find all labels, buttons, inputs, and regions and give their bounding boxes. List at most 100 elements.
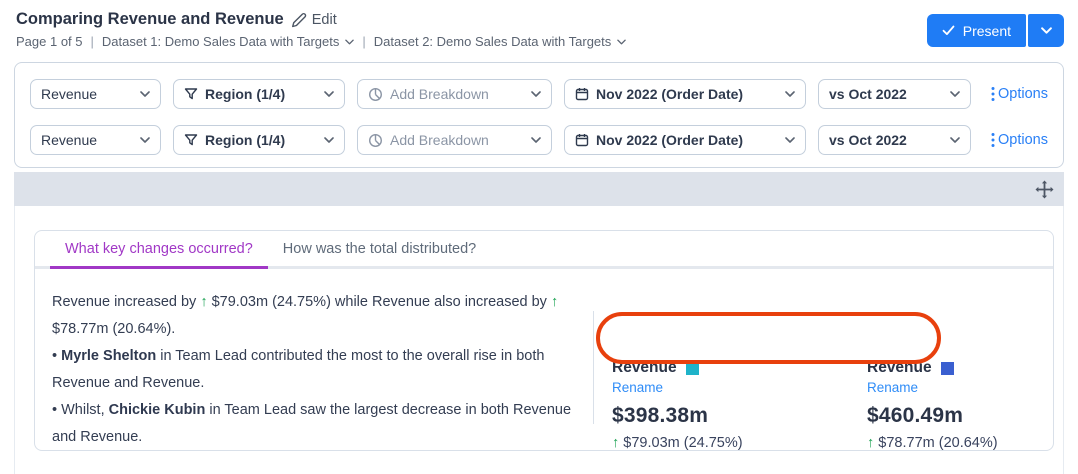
- present-label: Present: [962, 22, 1011, 39]
- chevron-down-icon: [785, 91, 795, 97]
- filter-row-1: Revenue Region (1/4) Add Breakdown Nov 2…: [30, 79, 1050, 109]
- tab-label: What key changes occurred?: [65, 240, 253, 257]
- metric-dropdown[interactable]: Revenue: [30, 79, 161, 109]
- filter-label: Region (1/4): [205, 132, 286, 148]
- metric-name: Revenue: [612, 359, 677, 376]
- metric-value: $398.38m: [612, 404, 709, 427]
- funnel-icon: [184, 87, 198, 101]
- chevron-down-icon: [785, 137, 795, 143]
- chevron-down-icon: [531, 91, 541, 97]
- metric-change: ↑ $79.03m (24.75%): [612, 435, 743, 451]
- metric-name: Revenue: [867, 359, 932, 376]
- page-header: Comparing Revenue and Revenue Edit: [16, 10, 337, 29]
- rename-link[interactable]: Rename: [612, 380, 664, 395]
- metric-value: $460.49m: [867, 404, 964, 427]
- breakdown-dropdown[interactable]: Add Breakdown: [357, 125, 552, 155]
- separator: |: [90, 34, 94, 49]
- filter-label: Region (1/4): [205, 86, 286, 102]
- check-icon: [942, 25, 955, 36]
- metric-swatch: [940, 361, 954, 375]
- metric-dropdown[interactable]: Revenue: [30, 125, 161, 155]
- dataset2-selector[interactable]: Dataset 2: Demo Sales Data with Targets: [374, 34, 627, 49]
- breadcrumb: Page 1 of 5 | Dataset 1: Demo Sales Data…: [16, 34, 627, 49]
- insight-card: What key changes occurred? How was the t…: [34, 230, 1054, 451]
- metric-card-1: Revenue Rename $398.38m ↑ $79.03m (24.75…: [612, 359, 867, 451]
- compare-dropdown[interactable]: vs Oct 2022: [818, 79, 971, 109]
- chevron-down-icon: [1040, 27, 1052, 34]
- options-button[interactable]: Options: [991, 132, 1050, 148]
- calendar-icon: [575, 87, 589, 101]
- date-label: Nov 2022 (Order Date): [596, 86, 744, 102]
- chevron-down-icon: [617, 39, 627, 45]
- up-arrow-icon: ↑: [200, 294, 208, 310]
- breakdown-label: Add Breakdown: [390, 132, 489, 148]
- kebab-dots-icon: [991, 132, 995, 148]
- page-indicator: Page 1 of 5: [16, 34, 83, 49]
- tab-label: How was the total distributed?: [282, 240, 477, 257]
- person-name: Myrle Shelton: [61, 348, 157, 364]
- filter-dropdown[interactable]: Region (1/4): [173, 79, 345, 109]
- tab-bar: What key changes occurred? How was the t…: [35, 231, 1053, 269]
- chevron-down-icon: [345, 39, 355, 45]
- vertical-divider: [593, 311, 594, 424]
- filter-row-2: Revenue Region (1/4) Add Breakdown Nov 2…: [30, 125, 1050, 155]
- pie-icon: [368, 133, 383, 148]
- insight-body: Revenue increased by ↑ $79.03m (24.75%) …: [35, 269, 1053, 451]
- breakdown-label: Add Breakdown: [390, 86, 489, 102]
- present-button[interactable]: Present: [926, 14, 1026, 47]
- person-name: Chickie Kubin: [108, 402, 206, 418]
- pie-icon: [368, 87, 383, 102]
- compare-label: vs Oct 2022: [829, 132, 907, 148]
- chevron-down-icon: [950, 137, 960, 143]
- insight-bullet-2: • Whilst, Chickie Kubin in Team Lead saw…: [52, 402, 572, 445]
- metric-card-2: Revenue Rename $460.49m ↑ $78.77m (20.64…: [867, 359, 1078, 451]
- dataset1-selector[interactable]: Dataset 1: Demo Sales Data with Targets: [102, 34, 355, 49]
- breakdown-dropdown[interactable]: Add Breakdown: [357, 79, 552, 109]
- insight-text: Revenue increased by ↑ $79.03m (24.75%) …: [52, 289, 580, 451]
- options-label: Options: [998, 86, 1048, 102]
- up-arrow-icon: ↑: [867, 435, 875, 451]
- edit-label: Edit: [311, 11, 337, 28]
- metric-cards: Revenue Rename $398.38m ↑ $79.03m (24.75…: [612, 359, 1078, 451]
- chevron-down-icon: [140, 137, 150, 143]
- section-drag-bar: [14, 172, 1064, 206]
- insight-summary: Revenue increased by ↑ $79.03m (24.75%) …: [52, 294, 559, 337]
- funnel-icon: [184, 133, 198, 147]
- pencil-icon: [291, 12, 307, 28]
- calendar-icon: [575, 133, 589, 147]
- compare-label: vs Oct 2022: [829, 86, 907, 102]
- dataset2-label: Dataset 2: Demo Sales Data with Targets: [373, 34, 612, 49]
- filter-panel: Revenue Region (1/4) Add Breakdown Nov 2…: [14, 62, 1064, 168]
- edit-button[interactable]: Edit: [291, 12, 337, 28]
- metric-swatch: [685, 361, 699, 375]
- date-dropdown[interactable]: Nov 2022 (Order Date): [564, 79, 806, 109]
- insight-bullet-1: • Myrle Shelton in Team Lead contributed…: [52, 348, 545, 391]
- metric-label: Revenue: [41, 86, 98, 102]
- rename-link[interactable]: Rename: [867, 380, 919, 395]
- insight-section: What key changes occurred? How was the t…: [14, 206, 1064, 474]
- separator: |: [362, 34, 366, 49]
- metric-change: ↑ $78.77m (20.64%): [867, 435, 998, 451]
- move-icon[interactable]: [1035, 180, 1054, 199]
- compare-dropdown[interactable]: vs Oct 2022: [818, 125, 971, 155]
- chevron-down-icon: [140, 91, 150, 97]
- present-dropdown-button[interactable]: [1028, 14, 1064, 47]
- kebab-dots-icon: [991, 86, 995, 102]
- tab-key-changes[interactable]: What key changes occurred?: [50, 231, 268, 269]
- dataset1-label: Dataset 1: Demo Sales Data with Targets: [101, 34, 340, 49]
- chevron-down-icon: [324, 91, 334, 97]
- page-title: Comparing Revenue and Revenue: [16, 10, 284, 28]
- filter-dropdown[interactable]: Region (1/4): [173, 125, 345, 155]
- chevron-down-icon: [531, 137, 541, 143]
- up-arrow-icon: ↑: [612, 435, 620, 451]
- date-label: Nov 2022 (Order Date): [596, 132, 744, 148]
- tab-total-distributed[interactable]: How was the total distributed?: [268, 231, 491, 269]
- chevron-down-icon: [950, 91, 960, 97]
- present-split-button: Present: [926, 14, 1064, 47]
- options-button[interactable]: Options: [991, 86, 1050, 102]
- up-arrow-icon: ↑: [550, 294, 559, 310]
- metric-label: Revenue: [41, 132, 98, 148]
- chevron-down-icon: [324, 137, 334, 143]
- options-label: Options: [998, 132, 1048, 148]
- date-dropdown[interactable]: Nov 2022 (Order Date): [564, 125, 806, 155]
